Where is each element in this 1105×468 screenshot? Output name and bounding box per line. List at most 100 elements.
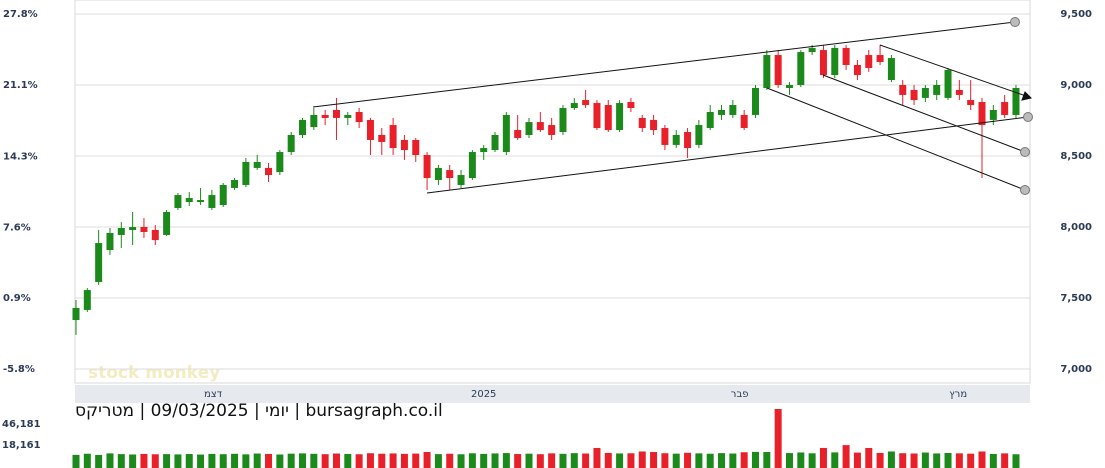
candle-body	[457, 175, 465, 185]
y-tick-label: 7,000	[1060, 364, 1092, 375]
candle-body	[570, 103, 578, 109]
candle-body	[706, 111, 714, 129]
candle-body	[344, 114, 352, 118]
candle-body	[933, 85, 941, 95]
candle-body	[299, 119, 306, 135]
volume-bar	[446, 453, 454, 468]
candle-body	[967, 100, 975, 106]
date-strip	[75, 385, 1030, 403]
volume-tick-label: 18,161	[2, 440, 41, 451]
candle-body	[174, 195, 182, 208]
candle-body	[695, 125, 703, 145]
candle-body	[140, 227, 148, 232]
y-tick-label: 9,000	[1060, 80, 1092, 91]
volume-bar	[989, 453, 997, 468]
volume-bar	[253, 453, 261, 468]
volume-bar	[921, 452, 929, 468]
volume-bar	[910, 453, 918, 468]
candle-body	[412, 139, 420, 156]
volume-bar	[174, 454, 182, 468]
candle-body	[978, 102, 986, 126]
candle-body	[276, 152, 284, 173]
candle-body	[536, 122, 544, 131]
candle-body	[729, 105, 737, 115]
volume-bar	[423, 452, 431, 468]
candle-body	[253, 161, 261, 168]
volume-bar	[378, 453, 386, 468]
candle-body	[548, 125, 556, 135]
candle-body	[638, 117, 646, 129]
volume-bar	[332, 453, 340, 468]
volume-bar	[95, 455, 103, 468]
candle-body	[446, 170, 454, 179]
x-tick-label: מרץ	[949, 389, 967, 400]
candle-body	[582, 100, 590, 106]
volume-bar	[185, 454, 193, 468]
volume-bar	[480, 453, 488, 468]
candle-body	[616, 103, 624, 131]
volume-bar	[853, 452, 861, 468]
volume-bar	[967, 453, 975, 468]
candle-body	[366, 119, 374, 140]
y-tick-label: 7,500	[1060, 293, 1092, 304]
volume-tick-label: 46,181	[2, 419, 41, 430]
candle-body	[876, 55, 884, 62]
volume-bar	[570, 453, 578, 468]
candle-body	[559, 108, 567, 133]
x-tick-label: דצמ	[204, 389, 223, 400]
caption: יומי | 09/03/2025 | מטריקס | bursagraph.…	[75, 401, 443, 421]
volume-bar	[1012, 454, 1020, 468]
candle-body	[242, 161, 250, 185]
candle-body	[265, 167, 273, 176]
y-tick-label: 9,500	[1060, 9, 1092, 20]
y2-tick-label: 27.8%	[3, 9, 38, 20]
volume-bar	[276, 454, 284, 468]
arrow-head	[1021, 91, 1032, 101]
volume-bar	[933, 453, 941, 468]
candle-body	[740, 114, 748, 129]
volume-bar	[400, 453, 408, 468]
volume-bar	[514, 454, 522, 468]
volume-bar	[117, 454, 125, 468]
volume-bar	[140, 453, 148, 468]
candle-body	[819, 50, 827, 76]
candle-body	[763, 55, 771, 88]
volume-bar	[774, 408, 782, 468]
candle-body	[378, 134, 386, 142]
y-tick-label: 8,000	[1060, 222, 1092, 233]
volume-bar	[899, 453, 907, 468]
x-tick-label: 2025	[471, 389, 496, 400]
trend-line	[879, 44, 1027, 97]
candle-body	[718, 109, 726, 115]
volume-bar	[355, 454, 363, 468]
candle-body	[491, 134, 499, 151]
candle-body	[865, 55, 873, 68]
volume-bar	[616, 453, 624, 468]
marks	[72, 13, 1030, 468]
candle-body	[468, 152, 476, 179]
volume-bar	[978, 451, 986, 468]
candle-body	[106, 232, 114, 251]
candle-body	[627, 102, 635, 109]
trend-line	[426, 116, 1029, 194]
candle-body	[423, 155, 431, 179]
volume-bar	[627, 453, 635, 468]
candle-body	[672, 134, 680, 145]
volume-bar	[468, 453, 476, 468]
volume-bar	[389, 453, 397, 468]
handle	[1010, 17, 1020, 27]
volume-bar	[151, 454, 159, 468]
volume-bar	[457, 454, 465, 468]
candle-body	[332, 109, 340, 118]
candle-body	[785, 85, 793, 88]
volume-bar	[650, 452, 658, 468]
candle-body	[604, 105, 612, 131]
volume-bar	[695, 453, 703, 468]
volume-bar	[559, 453, 567, 468]
volume-bar	[955, 453, 963, 468]
candle-body	[808, 47, 816, 53]
volume-bar	[797, 452, 805, 468]
volume-bar	[106, 453, 114, 468]
volume-bar	[944, 452, 952, 468]
candle-body	[593, 103, 601, 129]
